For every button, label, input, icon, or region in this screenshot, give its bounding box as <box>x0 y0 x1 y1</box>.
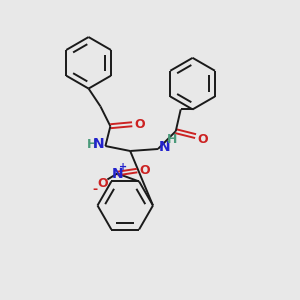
Text: O: O <box>198 133 208 146</box>
Text: O: O <box>139 164 150 177</box>
Text: O: O <box>97 177 108 190</box>
Text: N: N <box>93 137 104 151</box>
Text: N: N <box>112 167 123 181</box>
Text: H: H <box>87 138 98 151</box>
Text: O: O <box>134 118 145 131</box>
Text: -: - <box>92 183 97 196</box>
Text: H: H <box>167 133 177 146</box>
Text: N: N <box>159 140 170 154</box>
Text: +: + <box>119 162 127 172</box>
